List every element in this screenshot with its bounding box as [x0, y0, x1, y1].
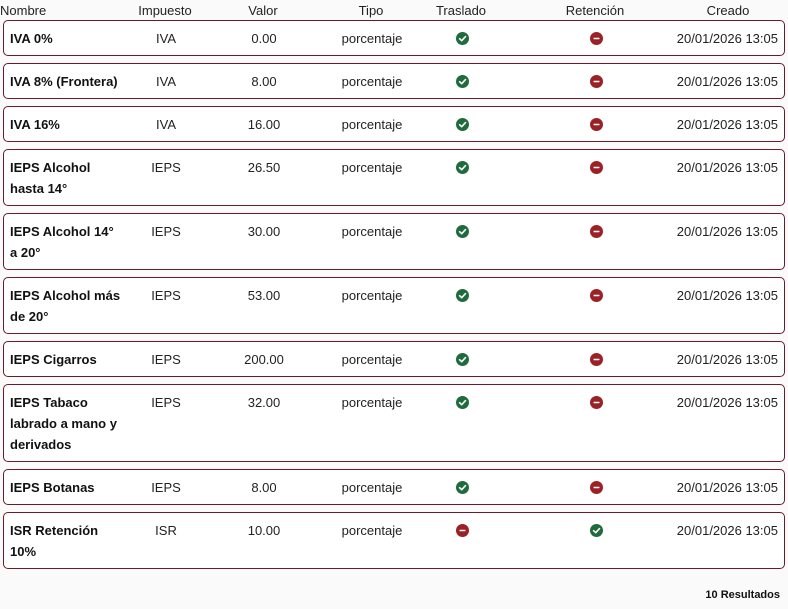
minus-icon — [589, 32, 603, 45]
tax-value: 0.00 — [251, 31, 277, 46]
rate-kind: porcentaje — [341, 31, 403, 46]
column-header: Impuesto — [138, 3, 192, 18]
tax-type: IVA — [156, 31, 176, 46]
tax-name: IVA 16% — [10, 117, 60, 132]
table-row: IVA 8% (Frontera) IVA 8.00 porcentaje 20/01/… — [3, 63, 785, 99]
check-icon — [455, 118, 469, 131]
column-header: Traslado — [435, 3, 487, 18]
rate-kind: porcentaje — [341, 395, 403, 410]
column-header: Nombre — [0, 3, 47, 18]
created-date: 20/01/2026 13:05 — [676, 160, 778, 175]
created-date: 20/01/2026 13:05 — [676, 31, 778, 46]
result-count: 10 Resultados — [705, 589, 780, 601]
minus-icon — [589, 481, 603, 494]
tax-type: IEPS — [151, 224, 181, 239]
minus-icon — [589, 75, 603, 88]
check-icon — [455, 481, 469, 494]
check-icon — [455, 353, 469, 366]
tax-value: 16.00 — [247, 117, 281, 132]
tax-value: 200.00 — [244, 352, 284, 367]
check-icon — [455, 289, 469, 302]
tax-value: 53.00 — [247, 288, 281, 303]
tax-name: IEPS Botanas — [10, 480, 95, 495]
tax-value: 8.00 — [251, 74, 277, 89]
created-date: 20/01/2026 13:05 — [676, 117, 778, 132]
created-date: 20/01/2026 13:05 — [676, 224, 778, 239]
table-row: IEPS Alcohol 14° a 20° IEPS 30.00 porcentaj… — [3, 213, 785, 270]
minus-icon — [589, 289, 603, 302]
minus-icon — [589, 118, 603, 131]
created-date: 20/01/2026 13:05 — [676, 480, 778, 495]
column-header: Retención — [565, 3, 625, 18]
rate-kind: porcentaje — [341, 224, 403, 239]
table-row: IVA 0% IVA 0.00 porcentaje 20/01/2026 13:05 — [3, 20, 785, 56]
table-body: IVA 0% IVA 0.00 porcentaje 20/01/2026 13:05 I… — [3, 20, 785, 576]
tax-type: IVA — [156, 117, 176, 132]
rate-kind: porcentaje — [341, 74, 403, 89]
table-row: IEPS Alcohol hasta 14° IEPS 26.50 porcentaj… — [3, 149, 785, 206]
tax-type: IEPS — [151, 160, 181, 175]
tax-name: IEPS Alcohol hasta 14° — [10, 160, 91, 196]
minus-icon — [455, 524, 469, 537]
minus-icon — [589, 225, 603, 238]
created-date: 20/01/2026 13:05 — [676, 74, 778, 89]
tax-value: 32.00 — [247, 395, 281, 410]
table-row: IEPS Alcohol más de 20° IEPS 53.00 porcenta… — [3, 277, 785, 334]
table-row: IEPS Tabaco labrado a mano y derivados IE… — [3, 384, 785, 462]
tax-value: 30.00 — [247, 224, 281, 239]
check-icon — [455, 396, 469, 409]
rate-kind: porcentaje — [341, 288, 403, 303]
column-header: Creado — [706, 3, 750, 18]
rate-kind: porcentaje — [341, 160, 403, 175]
minus-icon — [589, 161, 603, 174]
tax-name: IVA 8% (Frontera) — [10, 74, 118, 89]
created-date: 20/01/2026 13:05 — [676, 352, 778, 367]
tax-name: IEPS Alcohol más de 20° — [10, 288, 121, 324]
check-icon — [455, 225, 469, 238]
check-icon — [455, 161, 469, 174]
tax-type: IEPS — [151, 395, 181, 410]
column-header: Valor — [248, 3, 278, 18]
rate-kind: porcentaje — [341, 523, 403, 538]
tax-type: IEPS — [151, 480, 181, 495]
column-header: Tipo — [358, 3, 384, 18]
tax-type: IEPS — [151, 352, 181, 367]
created-date: 20/01/2026 13:05 — [676, 395, 778, 410]
tax-value: 8.00 — [251, 480, 277, 495]
tax-type: IEPS — [151, 288, 181, 303]
tax-name: IEPS Tabaco labrado a mano y derivados — [10, 395, 117, 452]
tax-value: 10.00 — [247, 523, 281, 538]
rate-kind: porcentaje — [341, 480, 403, 495]
table-row: IVA 16% IVA 16.00 porcentaje 20/01/2026 13:0… — [3, 106, 785, 142]
table-header: Nombre Impuesto Valor Tipo Traslado Retención… — [0, 0, 785, 22]
minus-icon — [589, 353, 603, 366]
created-date: 20/01/2026 13:05 — [676, 523, 778, 538]
check-icon — [455, 32, 469, 45]
tax-name: ISR Retención 10% — [10, 523, 99, 559]
check-icon — [455, 75, 469, 88]
check-icon — [589, 524, 603, 537]
tax-type: ISR — [155, 523, 177, 538]
tax-name: IEPS Cigarros — [10, 352, 97, 367]
tax-name: IEPS Alcohol 14° a 20° — [10, 224, 114, 260]
rate-kind: porcentaje — [341, 117, 403, 132]
rate-kind: porcentaje — [341, 352, 403, 367]
tax-type: IVA — [156, 74, 176, 89]
table-row: IEPS Cigarros IEPS 200.00 porcentaje 20/01/2… — [3, 341, 785, 377]
tax-value: 26.50 — [247, 160, 281, 175]
minus-icon — [589, 396, 603, 409]
table-row: ISR Retención 10% ISR 10.00 porcentaje 20/01… — [3, 512, 785, 569]
table-row: IEPS Botanas IEPS 8.00 porcentaje 20/01/2026… — [3, 469, 785, 505]
tax-name: IVA 0% — [10, 31, 53, 46]
created-date: 20/01/2026 13:05 — [676, 288, 778, 303]
